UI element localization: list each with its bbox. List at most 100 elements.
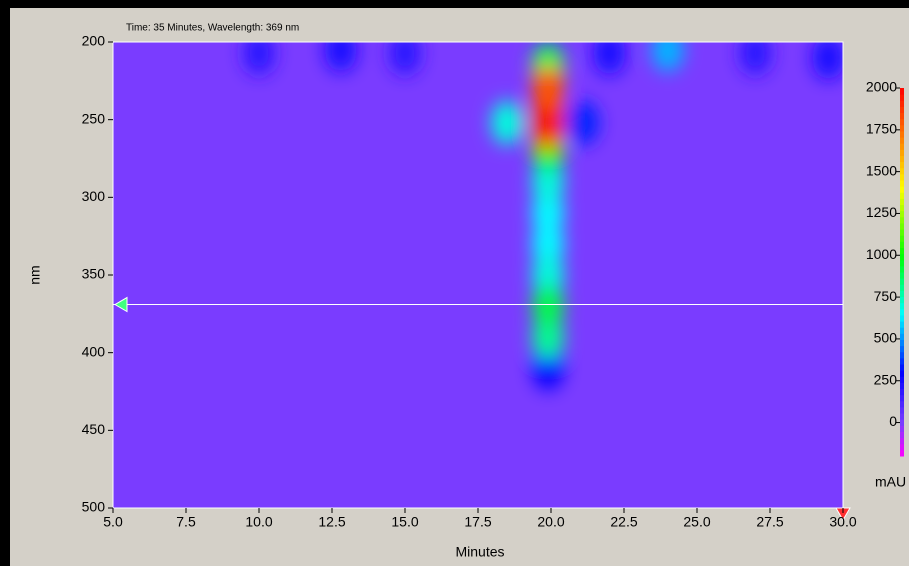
colorbar-segment [900,198,904,206]
colorbar-segment [900,339,904,347]
colorbar-tick-label: 750 [874,288,898,304]
colorbar-segment [900,284,904,291]
colorbar-segment [900,155,904,163]
x-tick-label: 30.0 [829,514,856,530]
colorbar-segment [900,222,904,230]
colorbar-segment [900,431,904,439]
heat-spot [567,100,600,145]
x-tick-label: 22.5 [610,514,637,530]
colorbar-tick-label: 1250 [866,204,897,220]
plot-area [113,42,843,508]
colorbar-segment [900,149,904,156]
colorbar-segment [900,192,904,199]
colorbar-segment [900,314,904,322]
heat-spot [593,42,626,75]
x-tick-label: 27.5 [756,514,783,530]
colorbar-segment [900,112,904,120]
colorbar-segment [900,425,904,432]
colorbar-segment [900,167,904,175]
colorbar-segment [900,229,904,236]
colorbar-segment [900,94,904,101]
wavelength-marker [114,296,128,313]
y-tick-label: 450 [82,421,106,437]
colorbar-segment [900,400,904,408]
heat-spot [532,284,565,329]
chart-title: Time: 35 Minutes, Wavelength: 369 nm [126,23,299,34]
colorbar-segment [900,235,904,242]
heat-spot [812,42,843,80]
heat-spot [532,159,565,204]
colorbar-segment [900,321,904,328]
y-tick-label: 300 [82,188,106,204]
colorbar-tick-label: 1750 [866,121,897,137]
colorbar-tick-label: 2000 [866,79,897,95]
heat-spot [491,100,524,145]
colorbar-segment [900,364,904,371]
colorbar-tick-label: 1000 [866,246,897,262]
colorbar-segment [900,376,904,383]
y-tick-label: 500 [82,499,106,515]
colorbar-segment [900,216,904,224]
y-axis-label: nm [27,265,43,284]
heat-spot [532,253,565,297]
colorbar-segment [900,241,904,248]
x-tick-label: 15.0 [391,514,418,530]
colorbar-segment [900,302,904,310]
colorbar-segment [900,290,904,298]
heatmap-field [243,42,843,391]
colorbar-segment [900,345,904,353]
colorbar-segment [900,247,904,255]
colorbar-segment [900,437,904,445]
colorbar-segment [900,351,904,359]
y-tick-label: 250 [82,110,106,126]
heat-spot [324,42,357,72]
heat-spot [532,221,565,266]
colorbar-label: mAU [875,474,906,490]
colorbar-segment [900,333,904,340]
x-tick-label: 25.0 [683,514,710,530]
heat-spot [389,42,421,75]
colorbar-segment [900,382,904,390]
x-tick-label: 5.0 [103,514,123,530]
colorbar-segment [900,259,904,267]
colorbar-segment [900,124,904,132]
x-tick-label: 10.0 [245,514,272,530]
colorbar-segment [900,296,904,304]
colorbar-segment [900,419,904,426]
colorbar-segment [900,137,904,144]
colorbar-segment [900,186,904,193]
heat-spot [243,42,275,75]
colorbar-segment [900,210,904,218]
colorbar-segment [900,413,904,420]
colorbar-segment [900,204,904,212]
colorbar-segment [900,161,904,169]
colorbar-segment [900,265,904,273]
colorbar-segment [900,118,904,126]
y-tick-label: 400 [82,343,106,359]
colorbar-segment [900,143,904,150]
heat-spot [739,42,772,75]
colorbar-segment [900,357,904,365]
colorbar-segment [900,272,904,279]
colorbar-segment [900,443,904,451]
colorbar-tick-label: 0 [889,413,897,429]
colorbar-segment [900,370,904,377]
colorbar-segment [900,100,904,107]
heat-spot [532,346,565,391]
colorbar-segment [900,449,904,457]
x-tick-label: 7.5 [176,514,196,530]
colorbar-segment [900,406,904,414]
y-tick-label: 200 [82,33,106,49]
colorbar-tick-label: 250 [874,371,898,387]
heat-spot [532,190,565,235]
x-tick-label: 20.0 [537,514,564,530]
colorbar-segment [900,327,904,334]
heat-spot [532,315,565,360]
colorbar-segment [900,130,904,138]
colorbar-segment [900,88,904,95]
colorbar-tick-label: 500 [874,330,898,346]
colorbar-segment [900,253,904,261]
y-tick-label: 350 [82,266,106,282]
